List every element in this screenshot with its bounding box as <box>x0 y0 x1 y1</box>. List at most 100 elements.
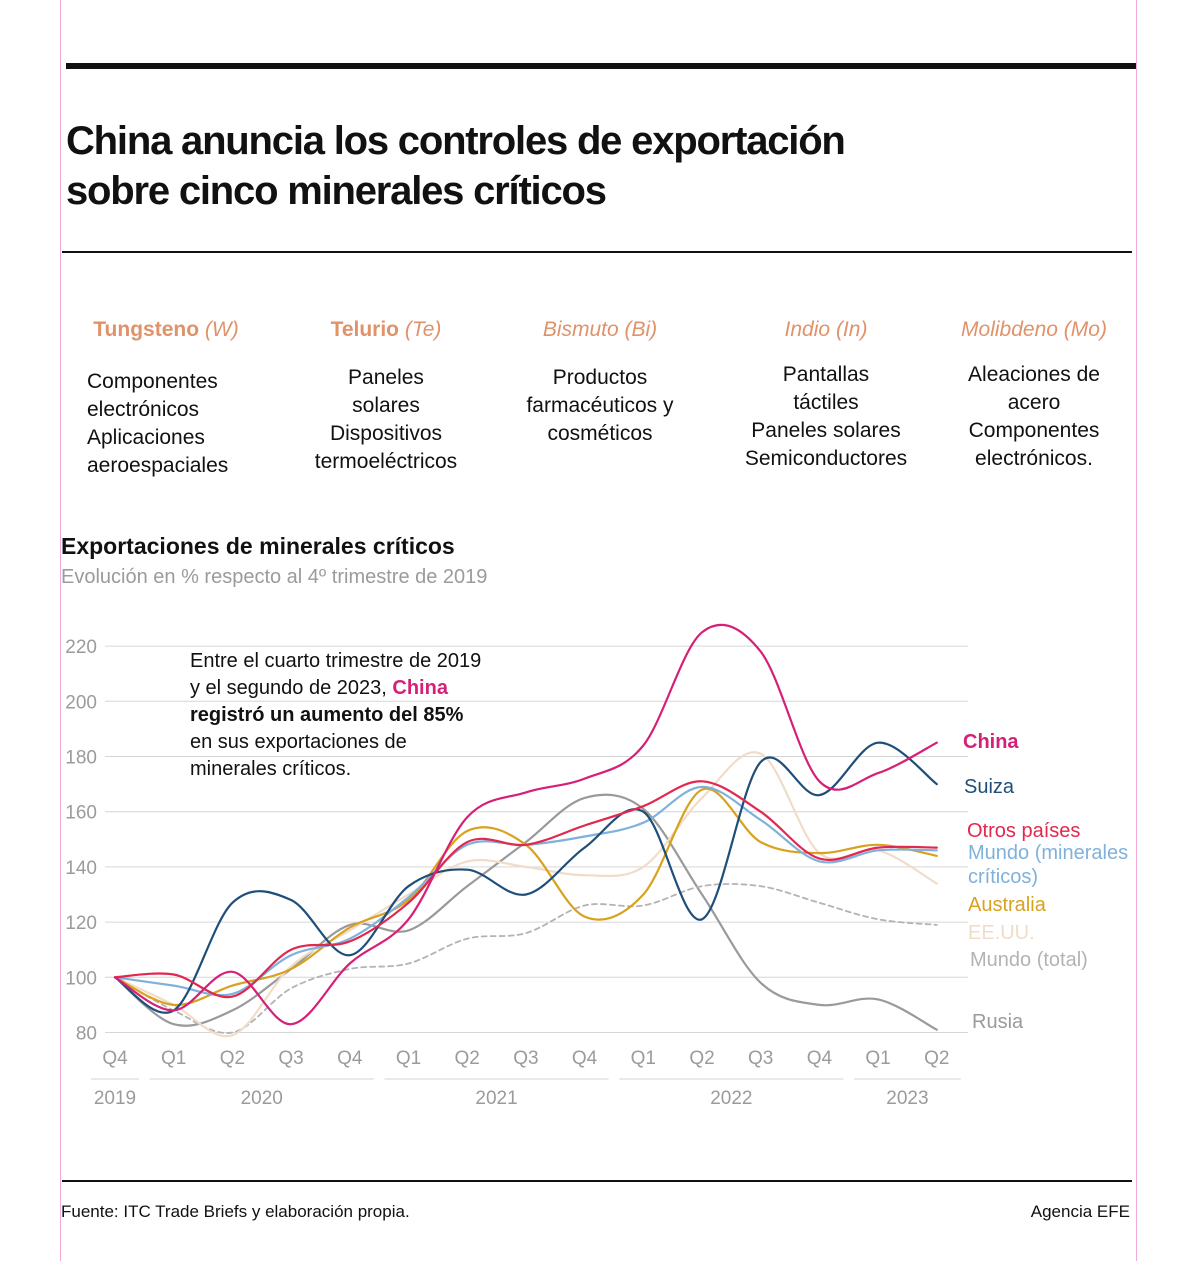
x-tick-label: Q3 <box>513 1048 538 1069</box>
y-tick-label: 140 <box>65 858 97 879</box>
mineral-uses: Componentes electrónicos Aplicaciones ae… <box>66 368 266 480</box>
mineral-uses: Paneles solares Dispositivos termoeléctr… <box>286 364 486 476</box>
x-tick-label: Q4 <box>337 1048 363 1069</box>
mineral-use: solares <box>352 394 420 417</box>
year-label: 2020 <box>241 1088 283 1109</box>
mineral-use: Aleaciones de <box>968 363 1100 386</box>
year-label: 2022 <box>710 1088 752 1109</box>
x-tick-label: Q2 <box>689 1048 714 1069</box>
mineral-use: Paneles <box>348 366 424 389</box>
x-tick-label: Q1 <box>631 1048 656 1069</box>
series-label: Suiza <box>964 776 1015 798</box>
mineral-molibdeno: Molibdeno (Mo) Aleaciones de acero Compo… <box>934 318 1134 473</box>
annotation-line-3: registró un aumento del 85% <box>190 704 464 726</box>
x-tick-label: Q3 <box>278 1048 303 1069</box>
mineral-use: Aplicaciones <box>87 426 205 449</box>
mineral-symbol: (In) <box>835 318 868 341</box>
footer-source: Fuente: ITC Trade Briefs y elaboración p… <box>61 1202 410 1221</box>
x-tick-label: Q4 <box>572 1048 598 1069</box>
mineral-use: Semiconductores <box>744 447 908 470</box>
mineral-use: Dispositivos <box>329 422 443 445</box>
chart-title: Exportaciones de minerales críticos <box>61 533 455 559</box>
mineral-symbol: (Bi) <box>624 318 658 341</box>
x-axis: Q4 Q1 Q2 Q3 Q4 Q1 Q2 Q3 Q4 Q1 Q2 Q3 Q4 Q1 Q2 2019 2020 20… <box>91 1048 961 1109</box>
series-label: Mundo (minerales <box>968 842 1128 864</box>
year-label: 2019 <box>94 1088 136 1109</box>
annotation-line-1: Entre el cuarto trimestre de 2019 <box>190 650 482 672</box>
x-tick-label: Q2 <box>220 1048 245 1069</box>
y-tick-label: 200 <box>65 692 97 713</box>
mineral-name: Tungsteno (W) <box>66 318 266 348</box>
mineral-uses: Pantallas táctiles Paneles solares Semic… <box>726 361 926 473</box>
x-tick-label: Q1 <box>396 1048 421 1069</box>
mineral-use: electrónicos <box>87 398 200 421</box>
right-guide-line <box>1136 0 1137 1261</box>
series-label: Otros países <box>967 820 1080 842</box>
mineral-name: Indio (In) <box>726 318 926 348</box>
mineral-tungsteno: Tungsteno (W) Componentes electrónicos A… <box>66 318 266 480</box>
mineral-use: táctiles <box>793 391 859 414</box>
y-tick-label: 220 <box>65 637 97 658</box>
y-tick-label: 80 <box>76 1024 97 1045</box>
series-line-china <box>113 623 938 1026</box>
mineral-use: acero <box>1007 391 1061 414</box>
mineral-use: Componentes <box>87 370 218 393</box>
mineral-use: termoeléctricos <box>314 450 458 473</box>
mineral-name-text: Indio <box>784 318 831 341</box>
mineral-use: Productos <box>552 366 648 389</box>
y-tick-label: 180 <box>65 748 97 769</box>
x-tick-label: Q4 <box>102 1048 128 1069</box>
mineral-use: Paneles solares <box>751 419 901 442</box>
footer-agency: Agencia EFE <box>1030 1202 1130 1221</box>
series-line-mundo-minerales-cr-ticos <box>113 785 938 997</box>
annotation-line-4: en sus exportaciones de <box>190 731 407 753</box>
x-tick-label: Q4 <box>807 1048 833 1069</box>
series-lines <box>113 623 938 1038</box>
mineral-use: cosméticos <box>547 422 653 445</box>
left-guide-line <box>60 0 61 1261</box>
y-tick-label: 120 <box>65 913 97 934</box>
series-line-otros-pa-ses <box>113 780 938 999</box>
mineral-symbol: (Mo) <box>1063 318 1107 341</box>
x-tick-label: Q3 <box>748 1048 773 1069</box>
mineral-use: Pantallas <box>782 363 870 386</box>
mineral-name-text: Molibdeno <box>961 318 1058 341</box>
mineral-symbol: (Te) <box>404 318 442 341</box>
y-tick-label: 100 <box>65 968 97 989</box>
series-label: EE.UU. <box>968 922 1035 944</box>
page-title: China anuncia los controles de exportaci… <box>66 116 1066 216</box>
year-label: 2021 <box>475 1088 517 1109</box>
series-line-suiza <box>113 741 938 1014</box>
series-line-mundo-total <box>114 883 938 1034</box>
annotation-line-2-prefix: y el segundo de 2023, <box>190 677 393 699</box>
annotation-highlight: China <box>392 677 448 699</box>
mineral-use: electrónicos. <box>975 447 1093 470</box>
mineral-indio: Indio (In) Pantallas táctiles Paneles so… <box>726 318 926 473</box>
series-label: Rusia <box>972 1011 1024 1033</box>
y-tick-label: 160 <box>65 803 97 824</box>
footer-divider <box>62 1180 1132 1182</box>
title-line-2: sobre cinco minerales críticos <box>66 169 607 213</box>
x-tick-label: Q1 <box>865 1048 890 1069</box>
title-line-1: China anuncia los controles de exportaci… <box>66 119 846 163</box>
mineral-use: farmacéuticos y <box>526 394 674 417</box>
mineral-use: Componentes <box>968 419 1100 442</box>
mineral-name: Molibdeno (Mo) <box>934 318 1134 348</box>
series-label: Australia <box>968 894 1047 916</box>
x-tick-label: Q2 <box>924 1048 949 1069</box>
mineral-uses: Productos farmacéuticos y cosméticos <box>500 364 700 448</box>
mineral-name-text: Tungsteno <box>93 318 200 341</box>
chart-subtitle: Evolución en % respecto al 4º trimestre … <box>61 566 488 588</box>
mineral-bismuto: Bismuto (Bi) Productos farmacéuticos y c… <box>500 318 700 448</box>
mineral-symbol: (W) <box>204 318 239 341</box>
top-bar <box>66 63 1136 69</box>
chart-annotation: Entre el cuarto trimestre de 2019 y el s… <box>190 648 550 783</box>
series-label: críticos) <box>968 866 1038 888</box>
x-tick-label: Q1 <box>161 1048 186 1069</box>
mineral-uses: Aleaciones de acero Componentes electrón… <box>934 361 1134 473</box>
mineral-name: Telurio (Te) <box>286 318 486 348</box>
grid: 80 100 120 140 160 180 200 220 <box>65 637 968 1045</box>
mineral-telurio: Telurio (Te) Paneles solares Dispositivo… <box>286 318 486 476</box>
